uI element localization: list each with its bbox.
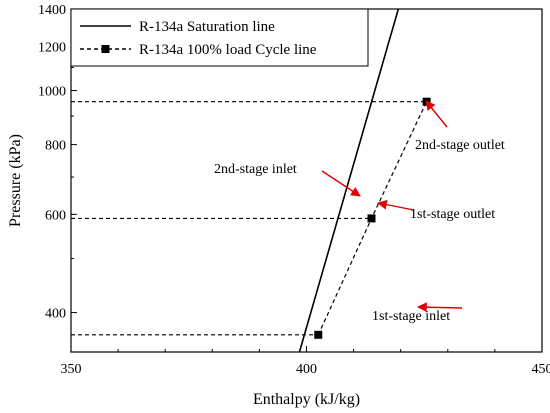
annotation-arrow — [377, 199, 415, 211]
y-axis-label: Pressure (kPa) — [7, 134, 24, 227]
y-tick-label: 1000 — [38, 85, 66, 100]
saturation-line — [298, 8, 400, 353]
annotation-arrow — [425, 100, 448, 128]
x-tick-label: 450 — [532, 362, 550, 377]
x-axis-label: Enthalpy (kJ/kg) — [253, 391, 360, 408]
y-tick-label: 600 — [45, 208, 66, 223]
annotation-label: 2nd-stage outlet — [415, 138, 505, 153]
legend-cycle-marker-swatch — [101, 45, 110, 53]
annotation-label: 1st-stage inlet — [372, 309, 450, 324]
y-tick-label: 400 — [45, 307, 66, 322]
x-tick-label: 400 — [296, 362, 317, 377]
legend: R-134a Saturation line R-134a 100% load … — [70, 8, 369, 67]
cycle-point-marker — [367, 214, 376, 223]
y-tick-label: 1200 — [38, 40, 66, 55]
legend-entry-cycle-line: R-134a 100% load Cycle line — [139, 42, 317, 58]
annotation-label: 2nd-stage inlet — [214, 162, 297, 177]
y-tick-label: 1400 — [38, 3, 66, 18]
annotation-label: 1st-stage outlet — [410, 207, 495, 222]
annotation-arrow — [321, 170, 361, 197]
cycle-point-marker — [314, 330, 323, 339]
annotations: 1st-stage inlet 1st-stage outlet 2nd-stage… — [214, 100, 505, 324]
legend-entry-saturation-line: R-134a Saturation line — [139, 19, 275, 35]
y-tick-label: 800 — [45, 139, 66, 154]
axis-ticks: 350 400 450 400 600 800 1000 1200 1400 — [38, 3, 550, 377]
legend-box — [70, 8, 369, 67]
x-tick-label: 350 — [61, 362, 82, 377]
annotation-arrow — [417, 302, 463, 313]
